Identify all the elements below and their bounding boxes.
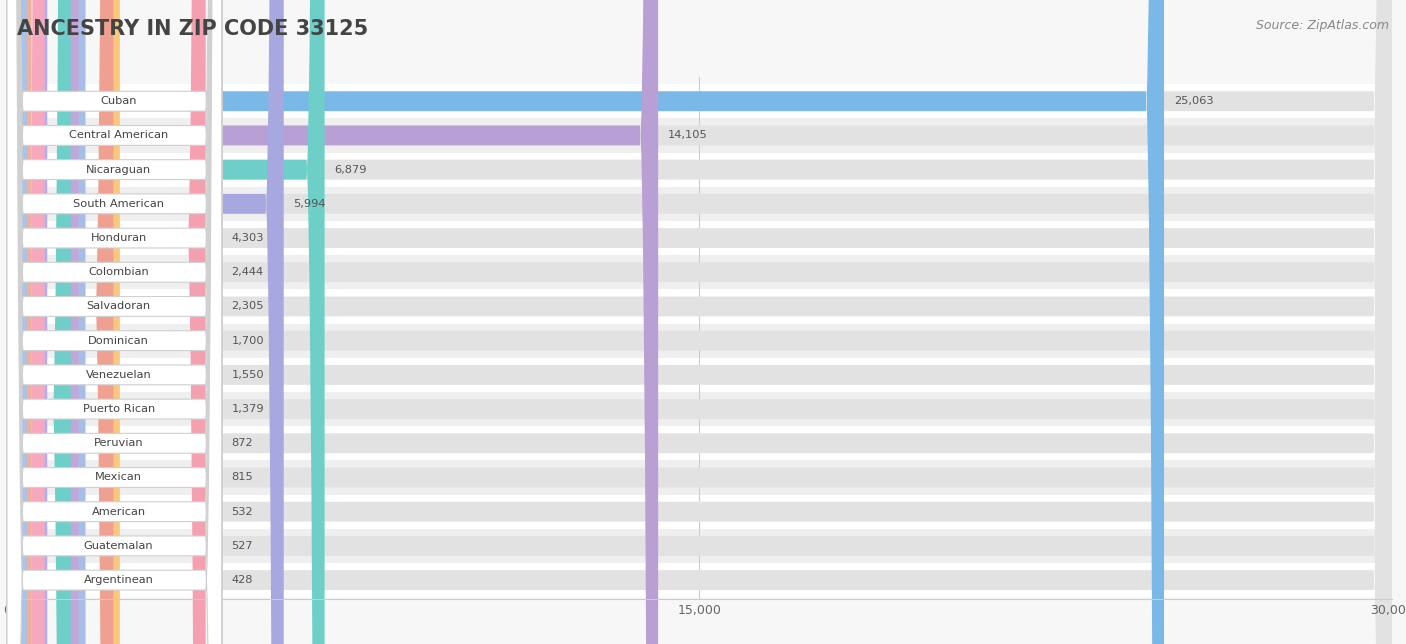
FancyBboxPatch shape xyxy=(7,0,1392,644)
FancyBboxPatch shape xyxy=(7,0,79,644)
FancyBboxPatch shape xyxy=(7,0,222,644)
FancyBboxPatch shape xyxy=(7,0,1392,644)
Text: Peruvian: Peruvian xyxy=(94,439,143,448)
Bar xyxy=(0,563,1406,597)
FancyBboxPatch shape xyxy=(7,0,222,644)
Bar xyxy=(0,187,1406,221)
Text: Cuban: Cuban xyxy=(100,96,136,106)
FancyBboxPatch shape xyxy=(7,0,1392,644)
FancyBboxPatch shape xyxy=(7,0,1392,644)
FancyBboxPatch shape xyxy=(7,0,31,644)
Text: 14,105: 14,105 xyxy=(668,131,707,140)
Text: South American: South American xyxy=(73,199,165,209)
FancyBboxPatch shape xyxy=(7,0,1392,644)
Text: 4,303: 4,303 xyxy=(232,233,264,243)
FancyBboxPatch shape xyxy=(7,0,1392,644)
FancyBboxPatch shape xyxy=(7,0,1392,644)
FancyBboxPatch shape xyxy=(7,0,222,644)
Text: 527: 527 xyxy=(232,541,253,551)
FancyBboxPatch shape xyxy=(7,0,205,644)
Bar xyxy=(0,289,1406,323)
Bar xyxy=(0,323,1406,358)
Text: Dominican: Dominican xyxy=(89,336,149,346)
FancyBboxPatch shape xyxy=(7,0,1392,644)
Text: 1,379: 1,379 xyxy=(232,404,264,414)
Text: Source: ZipAtlas.com: Source: ZipAtlas.com xyxy=(1256,19,1389,32)
Text: Venezuelan: Venezuelan xyxy=(86,370,152,380)
FancyBboxPatch shape xyxy=(7,0,86,644)
FancyBboxPatch shape xyxy=(7,0,114,644)
Text: 25,063: 25,063 xyxy=(1174,96,1213,106)
Text: 532: 532 xyxy=(232,507,253,516)
FancyBboxPatch shape xyxy=(7,0,222,644)
Text: Guatemalan: Guatemalan xyxy=(84,541,153,551)
FancyBboxPatch shape xyxy=(7,0,31,644)
FancyBboxPatch shape xyxy=(7,0,658,644)
FancyBboxPatch shape xyxy=(7,0,1164,644)
FancyBboxPatch shape xyxy=(7,0,45,644)
Bar xyxy=(0,460,1406,495)
FancyBboxPatch shape xyxy=(7,0,222,644)
FancyBboxPatch shape xyxy=(7,0,222,644)
Bar xyxy=(0,84,1406,118)
Text: 6,879: 6,879 xyxy=(335,165,367,175)
Text: Argentinean: Argentinean xyxy=(84,575,153,585)
FancyBboxPatch shape xyxy=(7,0,325,644)
FancyBboxPatch shape xyxy=(7,0,1392,644)
Bar xyxy=(0,426,1406,460)
FancyBboxPatch shape xyxy=(7,0,222,644)
FancyBboxPatch shape xyxy=(7,0,284,644)
FancyBboxPatch shape xyxy=(7,0,1392,644)
FancyBboxPatch shape xyxy=(7,0,48,644)
FancyBboxPatch shape xyxy=(7,0,222,644)
Text: 2,444: 2,444 xyxy=(232,267,263,278)
FancyBboxPatch shape xyxy=(7,0,222,644)
FancyBboxPatch shape xyxy=(7,0,222,644)
Bar xyxy=(0,495,1406,529)
Bar xyxy=(0,529,1406,563)
Bar xyxy=(0,221,1406,255)
Bar xyxy=(0,118,1406,153)
Text: 5,994: 5,994 xyxy=(294,199,326,209)
Text: Salvadoran: Salvadoran xyxy=(87,301,150,312)
Text: Central American: Central American xyxy=(69,131,169,140)
Text: 1,550: 1,550 xyxy=(232,370,264,380)
Text: Mexican: Mexican xyxy=(96,473,142,482)
FancyBboxPatch shape xyxy=(7,0,222,644)
Text: 815: 815 xyxy=(232,473,253,482)
Text: 1,700: 1,700 xyxy=(232,336,264,346)
FancyBboxPatch shape xyxy=(7,0,70,644)
FancyBboxPatch shape xyxy=(7,0,222,644)
Bar xyxy=(0,153,1406,187)
FancyBboxPatch shape xyxy=(7,0,1392,644)
Text: Nicaraguan: Nicaraguan xyxy=(86,165,152,175)
Text: 428: 428 xyxy=(232,575,253,585)
Text: American: American xyxy=(91,507,146,516)
Text: Puerto Rican: Puerto Rican xyxy=(83,404,155,414)
FancyBboxPatch shape xyxy=(7,0,222,644)
Text: Honduran: Honduran xyxy=(90,233,146,243)
FancyBboxPatch shape xyxy=(7,0,1392,644)
Text: ANCESTRY IN ZIP CODE 33125: ANCESTRY IN ZIP CODE 33125 xyxy=(17,19,368,39)
FancyBboxPatch shape xyxy=(7,0,1392,644)
Bar xyxy=(0,358,1406,392)
Text: 872: 872 xyxy=(232,439,253,448)
Text: 2,305: 2,305 xyxy=(232,301,264,312)
FancyBboxPatch shape xyxy=(7,0,1392,644)
FancyBboxPatch shape xyxy=(7,0,1392,644)
FancyBboxPatch shape xyxy=(7,0,222,644)
Bar xyxy=(0,255,1406,289)
FancyBboxPatch shape xyxy=(7,0,27,644)
FancyBboxPatch shape xyxy=(7,0,120,644)
FancyBboxPatch shape xyxy=(7,0,222,644)
Text: Colombian: Colombian xyxy=(89,267,149,278)
Bar xyxy=(0,392,1406,426)
